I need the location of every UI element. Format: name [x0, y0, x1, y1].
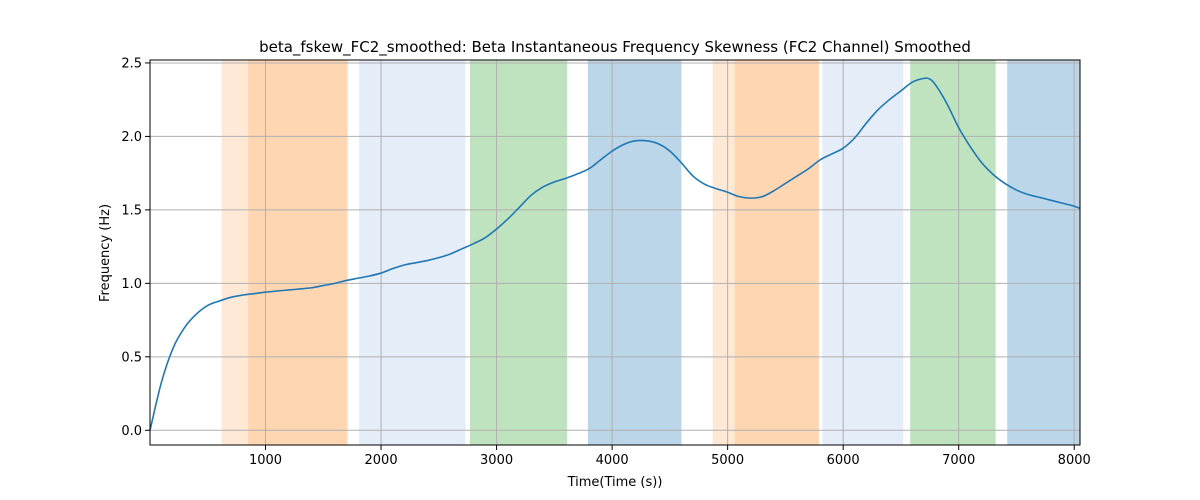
x-axis: 1000 2000 3000 4000 5000 6000 7000 8000: [249, 445, 1091, 468]
x-tick-label: 5000: [711, 453, 744, 468]
highlight-band-9: [910, 60, 996, 445]
grid-lines: [150, 60, 1080, 445]
x-tick-label: 8000: [1058, 453, 1091, 468]
series-line-1: [149, 77, 1081, 431]
y-axis-label: Frequency (Hz): [98, 204, 113, 302]
y-tick-label: 0.0: [121, 424, 142, 439]
x-tick-label: 3000: [480, 453, 513, 468]
highlight-band-6: [712, 60, 735, 445]
y-tick-label: 2.0: [121, 130, 142, 145]
y-tick-label: 2.5: [121, 56, 142, 71]
x-tick-label: 6000: [827, 453, 860, 468]
highlight-bands: [221, 60, 1080, 445]
highlight-band-7: [734, 60, 819, 445]
plot-frame: [149, 59, 1081, 446]
x-tick-label: 4000: [596, 453, 629, 468]
highlight-band-8: [822, 60, 904, 445]
series-layer: [149, 77, 1081, 431]
y-tick-label: 1.0: [121, 277, 142, 292]
highlight-band-4: [470, 60, 568, 445]
y-tick-label: 1.5: [121, 203, 142, 218]
chart-title: beta_fskew_FC2_smoothed: Beta Instantane…: [259, 38, 971, 57]
highlight-band-1: [221, 60, 249, 445]
highlight-band-10: [1007, 60, 1080, 445]
highlight-band-5: [587, 60, 682, 445]
x-tick-label: 2000: [365, 453, 398, 468]
x-axis-label: Time(Time (s)): [567, 475, 663, 490]
highlight-band-3: [359, 60, 466, 445]
highlight-band-2: [248, 60, 348, 445]
y-axis: 0.0 0.5 1.0 1.5 2.0 2.5: [121, 56, 150, 439]
x-tick-label: 1000: [249, 453, 282, 468]
y-tick-label: 0.5: [121, 350, 142, 365]
x-tick-label: 7000: [942, 453, 975, 468]
